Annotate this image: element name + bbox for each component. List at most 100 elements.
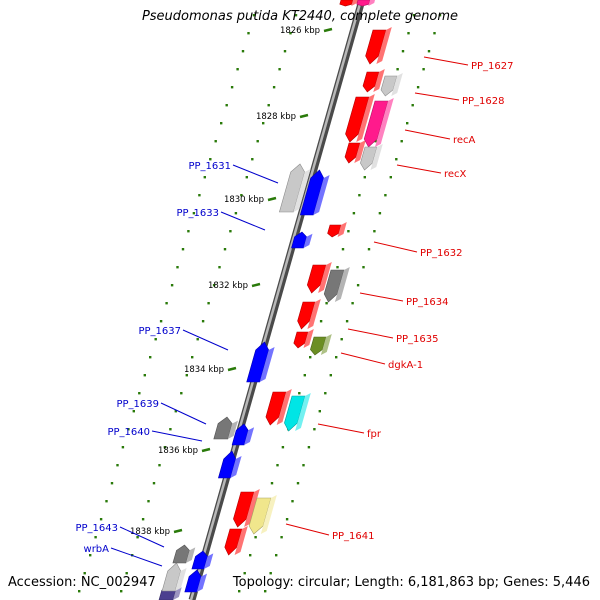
gene-label-pp_1634: PP_1634 bbox=[406, 297, 449, 308]
ruler-dot bbox=[234, 212, 238, 215]
ruler-tick-label: 1838 kbp bbox=[130, 527, 170, 537]
gene-arrow-shade bbox=[307, 299, 321, 329]
ruler-dot bbox=[276, 464, 279, 467]
ruler-dot bbox=[438, 14, 442, 17]
gene-label-pp_1632: PP_1632 bbox=[420, 248, 463, 259]
ruler-dot bbox=[169, 428, 172, 431]
ruler-dot bbox=[149, 356, 152, 359]
ruler-dot bbox=[336, 266, 339, 269]
gene-arrow-shade bbox=[368, 0, 375, 6]
gene-arrow-shade bbox=[234, 526, 248, 555]
label-leader-line bbox=[151, 430, 203, 442]
ruler-dot bbox=[218, 266, 221, 269]
ruler-dot bbox=[154, 338, 157, 341]
gene-label-pp_1643: PP_1643 bbox=[75, 523, 118, 534]
ruler-tick-label: 1826 kbp bbox=[280, 26, 320, 36]
ruler-dot bbox=[401, 50, 405, 53]
ruler-dot bbox=[143, 374, 146, 377]
gene-pp_1632-arrow-shade bbox=[337, 222, 347, 237]
ruler-tick-mark bbox=[299, 113, 309, 119]
ruler-dot bbox=[289, 32, 292, 35]
ruler-dot bbox=[185, 374, 188, 377]
ruler-dot bbox=[187, 230, 190, 233]
ruler-dot bbox=[345, 320, 349, 323]
gene-label-pp_1637: PP_1637 bbox=[138, 326, 181, 337]
ruler-dot bbox=[356, 284, 360, 287]
ruler-dot bbox=[324, 392, 327, 395]
gene-pp_1631-arrow-shade bbox=[293, 169, 311, 212]
ruler-dot bbox=[335, 356, 338, 359]
label-leader-line bbox=[396, 164, 442, 174]
gene-reca-arrow bbox=[363, 100, 389, 148]
gene-dgka-1-arrow bbox=[310, 336, 327, 356]
gene-label-pp_1641: PP_1641 bbox=[332, 531, 375, 542]
gene-arrow-shade bbox=[376, 27, 392, 64]
ruler-dot bbox=[329, 374, 332, 377]
ruler-tick-mark bbox=[227, 366, 237, 372]
label-leader-line bbox=[182, 329, 229, 351]
gene-arrow-shade bbox=[276, 389, 292, 425]
ruler-dot bbox=[384, 194, 387, 197]
label-leader-line bbox=[110, 547, 163, 567]
gene-pp_1635-arrow-shade bbox=[303, 329, 314, 348]
ruler-dot bbox=[267, 104, 270, 107]
ruler-tick-mark bbox=[251, 282, 261, 288]
gene-pp_1634-arrow bbox=[323, 269, 345, 303]
ruler-dot bbox=[243, 572, 246, 575]
gene-arrow-shade bbox=[196, 573, 207, 592]
gene-label-pp_1639: PP_1639 bbox=[116, 399, 159, 410]
gene-pp_1637-arrow-shade bbox=[259, 347, 275, 382]
topology-label: Topology: circular; Length: 6,181,863 bp… bbox=[232, 575, 590, 590]
ruler-dot bbox=[127, 428, 130, 431]
gene-arrow bbox=[218, 450, 237, 479]
gene-pp_1632-arrow bbox=[327, 224, 342, 238]
gene-arrow-shade bbox=[373, 69, 385, 92]
ruler-dot bbox=[367, 248, 371, 251]
ruler-dot bbox=[389, 176, 392, 179]
ruler-dot bbox=[132, 410, 135, 413]
ruler-dot bbox=[291, 500, 294, 503]
ruler-dot bbox=[251, 158, 254, 161]
gene-pp_1640-arrow-shade bbox=[244, 427, 255, 445]
gene-label-recx: recX bbox=[444, 169, 467, 180]
gene-arrow bbox=[299, 169, 325, 216]
ruler-tick-label: 1834 kbp bbox=[184, 365, 224, 375]
ruler-dot bbox=[181, 248, 185, 251]
gene-fpr-arrow-shade bbox=[295, 393, 311, 431]
ruler-dot bbox=[272, 86, 276, 89]
ruler-dot bbox=[264, 590, 267, 593]
gene-pp_1628-arrow bbox=[380, 75, 398, 97]
ruler-dot bbox=[174, 410, 177, 413]
label-leader-line bbox=[404, 129, 451, 140]
ruler-dot bbox=[120, 590, 123, 593]
ruler-dot bbox=[241, 50, 245, 53]
genome-backbone-highlight bbox=[189, 0, 363, 600]
ruler-dot bbox=[238, 590, 241, 593]
ruler-dot bbox=[249, 554, 252, 557]
ruler-dot bbox=[341, 248, 345, 251]
ruler-dot bbox=[275, 554, 278, 557]
ruler-dot bbox=[340, 338, 343, 341]
gene-pp_1637-arrow bbox=[246, 341, 270, 383]
ruler-dot bbox=[309, 356, 312, 359]
gene-pp_1633-arrow-shade bbox=[303, 233, 313, 248]
ruler-tick-mark bbox=[267, 196, 277, 202]
ruler-dot bbox=[229, 230, 232, 233]
ruler-dot bbox=[207, 302, 210, 305]
map-title: Pseudomonas putida KT2440, complete geno… bbox=[141, 9, 459, 24]
gene-pp_1631-arrow bbox=[279, 163, 306, 213]
ruler-dot bbox=[269, 572, 272, 575]
gene-pp_1643-arrow-shade bbox=[185, 547, 196, 563]
ruler-dot bbox=[176, 266, 179, 269]
gene-pp_1641-arrow-shade bbox=[260, 495, 277, 534]
gene-pp_1639-arrow bbox=[213, 416, 233, 440]
ruler-dot bbox=[252, 14, 256, 17]
ruler-dot bbox=[270, 482, 274, 485]
gene-arrow-shade bbox=[351, 0, 358, 6]
ruler-dot bbox=[165, 302, 168, 305]
ruler-dot bbox=[358, 194, 361, 197]
gene-pp_1634-arrow-shade bbox=[334, 267, 350, 302]
ruler-dot bbox=[407, 32, 410, 35]
